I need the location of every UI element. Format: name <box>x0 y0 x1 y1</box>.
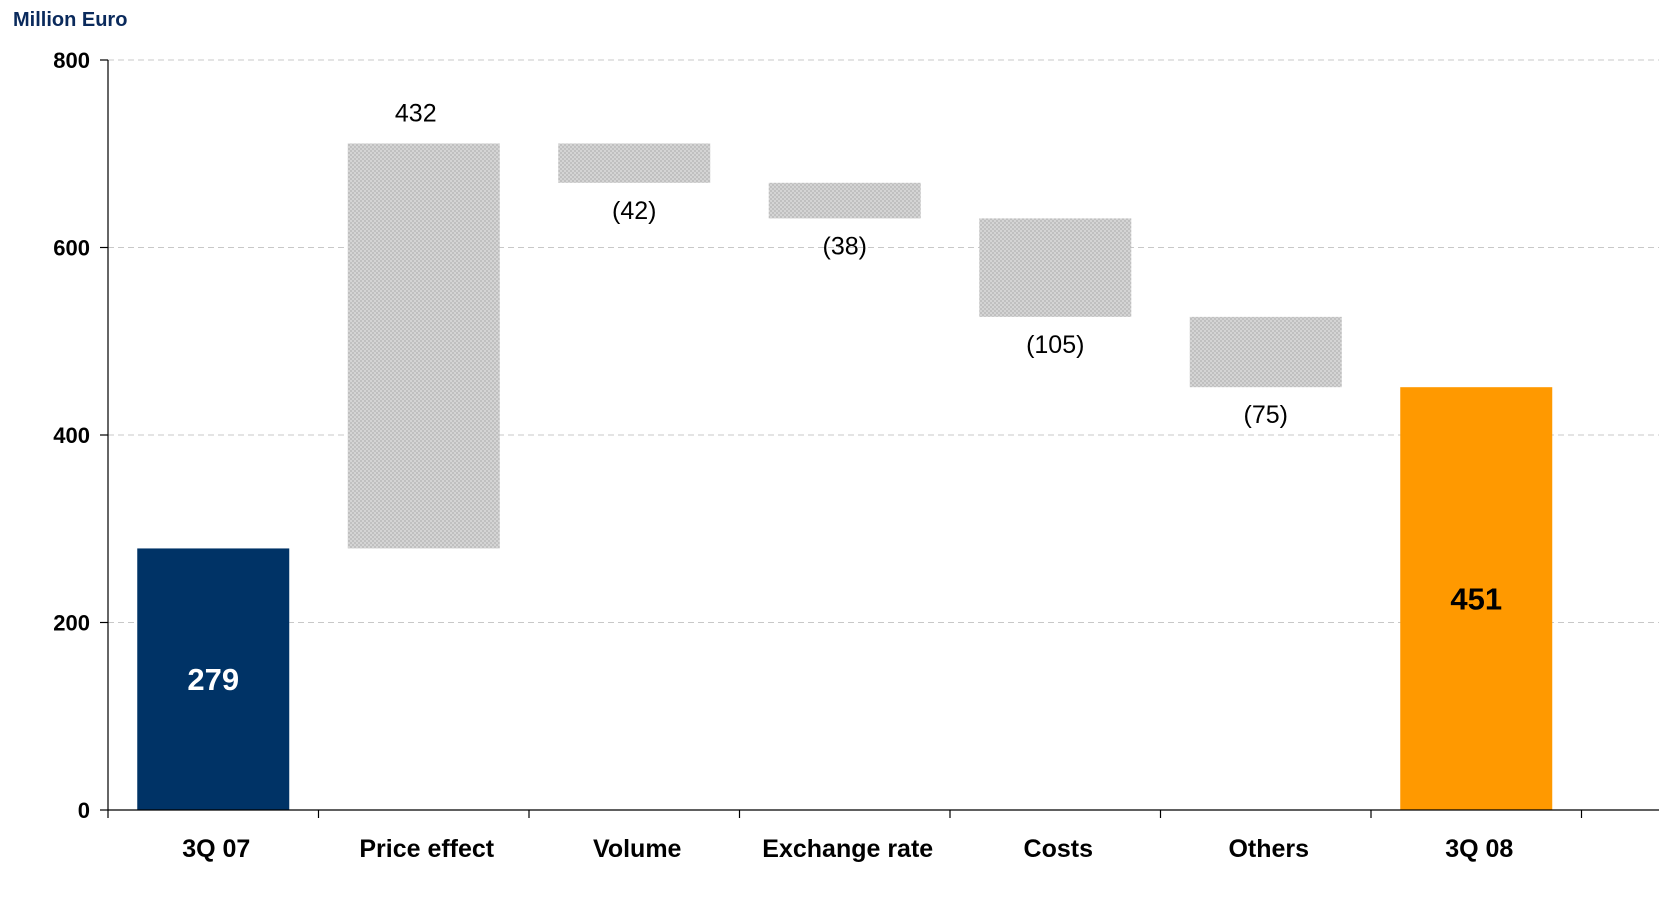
y-tick-label: 400 <box>53 423 90 448</box>
y-tick-label: 600 <box>53 236 90 261</box>
data-label: (38) <box>823 232 867 260</box>
y-tick-label: 800 <box>53 48 90 73</box>
bar-price-effect <box>347 143 500 549</box>
labels: 0 200 400 600 800 279 3Q 07 432 Price effect (42)… <box>53 48 1513 863</box>
data-label: (75) <box>1244 401 1288 429</box>
x-tick-label: 3Q 08 <box>1445 835 1513 863</box>
x-tick-label: Others <box>1228 835 1309 863</box>
x-tick-label: Volume <box>593 835 682 863</box>
x-tick-label: Costs <box>1024 835 1093 863</box>
x-tick-label: Price effect <box>359 835 494 863</box>
data-label: (105) <box>1026 331 1084 359</box>
y-tick-label: 0 <box>78 798 90 823</box>
bars <box>137 143 1553 810</box>
bar-others <box>1189 316 1342 388</box>
data-label: 279 <box>187 662 239 697</box>
bar-3q-08 <box>1400 387 1553 810</box>
data-label: (42) <box>612 197 656 225</box>
bar-costs <box>979 218 1132 317</box>
bar-volume <box>558 143 711 183</box>
data-label: 451 <box>1450 582 1502 617</box>
bar-exchange-rate <box>768 182 921 219</box>
data-label: 432 <box>395 99 437 127</box>
axes <box>100 59 1659 818</box>
y-unit-label: Million Euro <box>13 9 127 31</box>
bar-3q-07 <box>137 548 290 810</box>
x-tick-label: Exchange rate <box>762 835 933 863</box>
y-tick-label: 200 <box>53 611 90 636</box>
x-tick-label: 3Q 07 <box>182 835 250 863</box>
